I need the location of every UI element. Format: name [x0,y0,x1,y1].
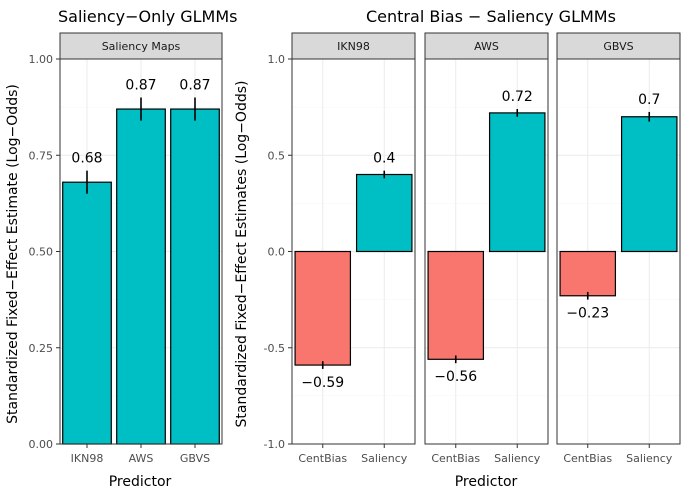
left-x-tick-label-ikn98: IKN98 [71,452,104,465]
left-x-tick-label-gbvs: GBVS [180,452,210,465]
left-y-tick-label: 0.00 [29,438,54,451]
right-aws-x-tick-label-saliency: Saliency [494,452,541,465]
left-data-label-ikn98: 0.68 [71,151,102,167]
left-y-tick-label: 0.75 [29,149,54,162]
right-aws-bar-centbias [427,250,485,360]
right-ikn98-data-label-centbias: −0.59 [301,375,344,391]
left-data-label-gbvs: 0.87 [179,78,210,94]
right-gbvs-data-label-saliency: 0.7 [638,92,660,108]
right-ikn98-y-tick-label: 0.0 [268,246,286,259]
left-y-tick-label: 0.25 [29,342,54,355]
right-ikn98-strip-label: IKN98 [337,40,370,53]
right-gbvs-bar-centbias [559,250,617,297]
left-strip [59,32,223,60]
right-aws-x-tick-label-centbias: CentBias [431,452,480,465]
right-ikn98-y-tick-label: -1.0 [264,438,285,451]
left-bar-aws [116,108,166,445]
right-ikn98-x-tick-label-centbias: CentBias [298,452,347,465]
right-y-axis-title: Standardized Fixed−Effect Estimates (Log… [234,81,250,428]
right-ikn98-bar-centbias [294,250,352,366]
left-bar-gbvs [170,108,220,445]
right-gbvs-data-label-centbias: −0.23 [566,306,609,322]
left-strip-label: Saliency Maps [102,40,181,53]
chart-panels: 0.68 0.87 0.87 Saliency Maps IKN98 AWS GBVS 0.0… [29,32,681,465]
right-title: Central Bias − Saliency GLMMs [366,7,616,26]
right-ikn98-y-tick-label: 0.5 [268,149,286,162]
right-aws-strip-label: AWS [474,40,499,53]
right-aws-data-label-centbias: −0.56 [434,369,477,385]
right-ikn98-y-tick-label: -0.5 [264,342,285,355]
right-aws-bar-saliency [488,112,546,253]
right-gbvs-strip-label: GBVS [603,40,633,53]
left-y-axis-title: Standardized Fixed−Effect Estimate (Log−… [5,84,21,424]
right-ikn98-strip [291,32,416,60]
right-ikn98-y-tick-label: 1.0 [268,53,286,66]
right-ikn98-x-tick-label-saliency: Saliency [361,452,408,465]
right-aws-strip [424,32,549,60]
left-data-label-aws: 0.87 [125,78,156,94]
right-gbvs-x-tick-label-centbias: CentBias [563,452,612,465]
left-y-tick-label: 1.00 [29,53,54,66]
right-gbvs-bar-saliency [620,116,678,253]
right-ikn98-bar-saliency [355,173,413,253]
right-aws-data-label-saliency: 0.72 [502,89,533,105]
left-bar-ikn98 [62,181,112,445]
left-x-tick-label-aws: AWS [129,452,154,465]
right-gbvs-strip [556,32,681,60]
right-ikn98-data-label-saliency: 0.4 [373,151,395,167]
left-title: Saliency−Only GLMMs [58,7,238,26]
left-x-axis-title: Predictor [109,474,172,490]
right-gbvs-x-tick-label-saliency: Saliency [626,452,673,465]
right-x-axis-title: Predictor [455,474,518,490]
left-y-tick-label: 0.50 [29,246,54,259]
